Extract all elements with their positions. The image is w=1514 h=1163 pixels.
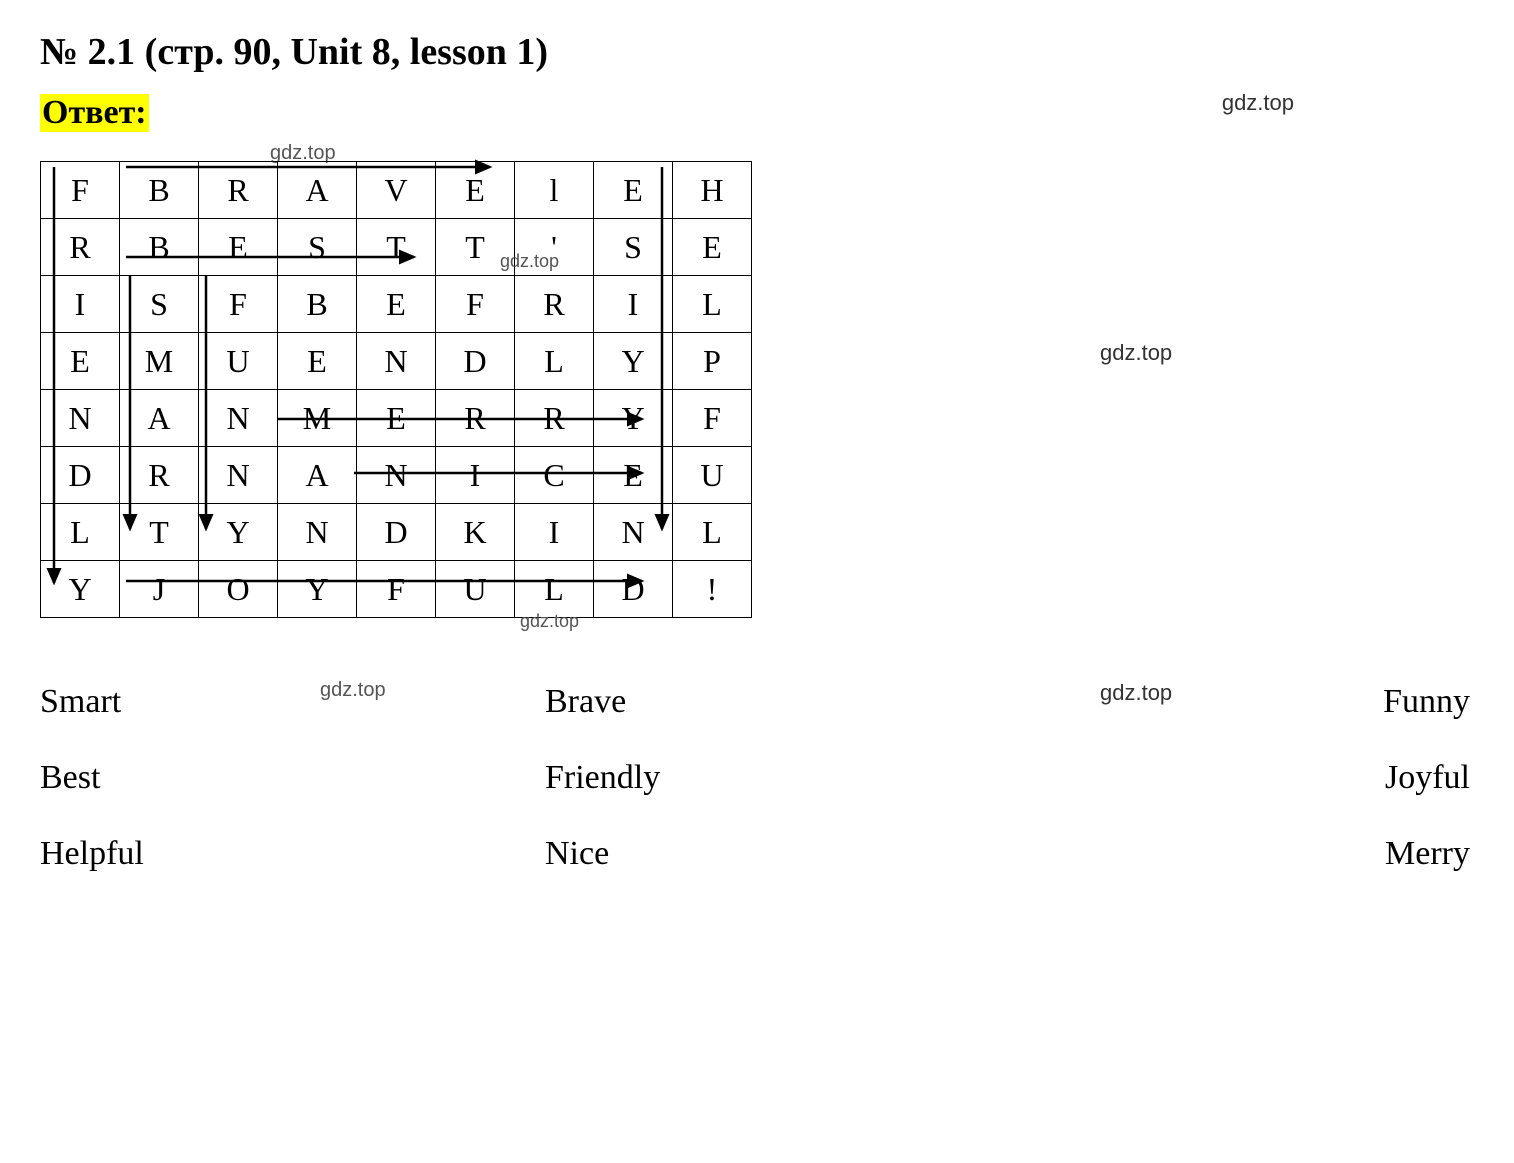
answer-label: Ответ: [40,94,149,132]
grid-cell: L [673,504,752,561]
grid-cell: A [120,390,199,447]
grid-cell: I [41,276,120,333]
word: Merry [1050,835,1470,873]
grid-cell: L [515,333,594,390]
grid-cell: F [436,276,515,333]
grid-cell: O [199,561,278,618]
grid-cell: F [673,390,752,447]
grid-cell: N [199,447,278,504]
grid-cell: N [199,390,278,447]
grid-cell: S [278,219,357,276]
grid-cell: F [41,162,120,219]
grid-cell: E [278,333,357,390]
words-row-1: Smart gdz.top Brave Funny [40,683,1470,721]
watermark-grid-2: gdz.top [520,611,579,632]
grid-cell: E [673,219,752,276]
grid-cell: D [594,561,673,618]
grid-cell: R [120,447,199,504]
grid-cell: M [278,390,357,447]
word: Best [40,759,460,797]
grid-cell: T [120,504,199,561]
grid-cell: F [199,276,278,333]
grid-cell: I [594,276,673,333]
grid-cell: Y [594,390,673,447]
grid-cell: V [357,162,436,219]
word: Smart [40,683,460,721]
grid-cell: K [436,504,515,561]
grid-cell: U [436,561,515,618]
grid-cell: Y [41,561,120,618]
grid-cell: T [357,219,436,276]
grid-cell: R [41,219,120,276]
watermark-side-2: gdz.top [1100,680,1172,706]
watermark-side-1: gdz.top [1100,340,1172,366]
grid-cell: E [357,390,436,447]
grid-cell: S [120,276,199,333]
grid-cell: B [120,162,199,219]
grid-cell: R [199,162,278,219]
grid-cell: Y [199,504,278,561]
grid-cell: D [436,333,515,390]
grid-cell: N [41,390,120,447]
watermark-top: gdz.top [1222,90,1294,116]
grid-cell: P [673,333,752,390]
watermark-grid-1: gdz.top [500,251,559,272]
word: Brave [545,683,965,721]
grid-cell: R [436,390,515,447]
grid-cell: U [199,333,278,390]
answer-words-section: Smart gdz.top Brave Funny Best Friendly … [40,683,1470,873]
grid-cell: N [357,333,436,390]
grid-cell: R [515,276,594,333]
grid-cell: E [594,162,673,219]
grid-cell: L [515,561,594,618]
grid-cell: I [515,504,594,561]
word: Nice [545,835,965,873]
grid-cell: H [673,162,752,219]
grid-cell: E [436,162,515,219]
grid-cell: N [278,504,357,561]
word-search-grid: FBRAVElEHRBESTT'SEISFBEFRILEMUENDLYPNANM… [40,161,752,618]
grid-cell: M [120,333,199,390]
grid-cell: D [357,504,436,561]
exercise-title: № 2.1 (стр. 90, Unit 8, lesson 1) [40,30,1474,74]
watermark-words: gdz.top [320,679,386,702]
word: Joyful [1050,759,1470,797]
grid-cell: ! [673,561,752,618]
word-search-grid-container: FBRAVElEHRBESTT'SEISFBEFRILEMUENDLYPNANM… [40,157,752,618]
grid-cell: Y [278,561,357,618]
grid-cell: D [41,447,120,504]
grid-cell: B [120,219,199,276]
grid-cell: J [120,561,199,618]
grid-cell: E [199,219,278,276]
grid-cell: B [278,276,357,333]
grid-cell: N [357,447,436,504]
word: Friendly [545,759,965,797]
grid-cell: F [357,561,436,618]
grid-cell: U [673,447,752,504]
grid-cell: L [673,276,752,333]
grid-cell: N [594,504,673,561]
grid-cell: R [515,390,594,447]
grid-cell: Y [594,333,673,390]
grid-cell: I [436,447,515,504]
grid-cell: S [594,219,673,276]
grid-cell: C [515,447,594,504]
grid-cell: L [41,504,120,561]
grid-cell: A [278,162,357,219]
word: Helpful [40,835,460,873]
grid-cell: A [278,447,357,504]
words-row-2: Best Friendly Joyful [40,759,1470,797]
words-row-3: Helpful Nice Merry [40,835,1470,873]
grid-cell: E [41,333,120,390]
grid-cell: E [357,276,436,333]
grid-cell: E [594,447,673,504]
grid-cell: l [515,162,594,219]
